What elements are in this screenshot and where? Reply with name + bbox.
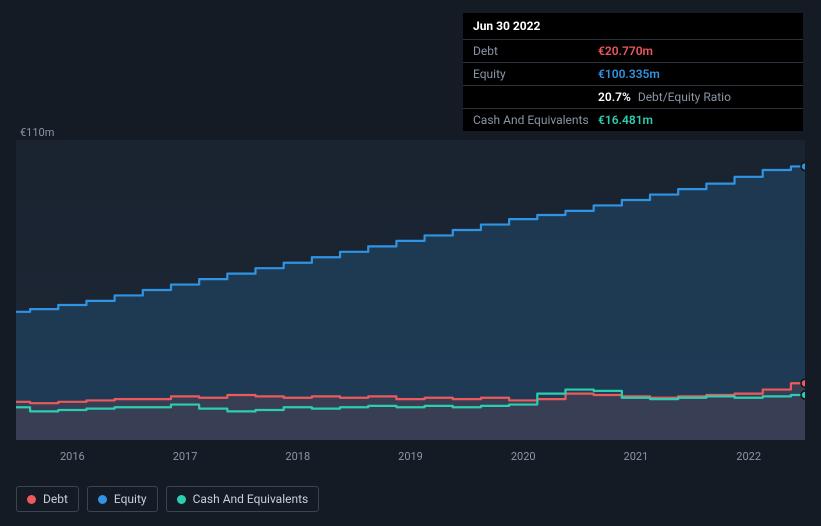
legend-swatch (177, 495, 186, 504)
legend-label: Equity (114, 492, 147, 506)
legend-swatch (27, 495, 36, 504)
tooltip-label: Equity (473, 67, 598, 81)
tooltip-row: Debt€20.770m (463, 40, 803, 63)
x-axis: 2016 2017 2018 2019 2020 2021 2022 (16, 450, 805, 470)
legend-item-debt[interactable]: Debt (16, 486, 79, 512)
chart-svg (16, 140, 805, 440)
legend: Debt Equity Cash And Equivalents (16, 486, 319, 512)
y-tick-max: €110m (20, 126, 54, 139)
legend-label: Cash And Equivalents (193, 492, 309, 506)
tooltip-value: €100.335m (598, 67, 660, 81)
tooltip-row: Cash And Equivalents€16.481m (463, 109, 803, 131)
legend-item-cash-and-equivalents[interactable]: Cash And Equivalents (166, 486, 320, 512)
x-tick: 2021 (624, 450, 649, 463)
tooltip-row: 20.7% Debt/Equity Ratio (463, 86, 803, 109)
legend-label: Debt (43, 492, 68, 506)
x-tick: 2020 (511, 450, 536, 463)
x-tick: 2019 (398, 450, 423, 463)
chart-tooltip: Jun 30 2022 Debt€20.770mEquity€100.335m2… (463, 13, 803, 131)
x-tick: 2016 (60, 450, 85, 463)
tooltip-label: Debt (473, 44, 598, 58)
tooltip-date: Jun 30 2022 (463, 13, 803, 40)
tooltip-label (473, 90, 598, 104)
tooltip-value: €16.481m (598, 113, 653, 127)
x-tick: 2022 (736, 450, 761, 463)
x-tick: 2018 (285, 450, 310, 463)
tooltip-value: 20.7% Debt/Equity Ratio (598, 90, 731, 104)
tooltip-label: Cash And Equivalents (473, 113, 598, 127)
tooltip-row: Equity€100.335m (463, 63, 803, 86)
x-tick: 2017 (173, 450, 198, 463)
tooltip-value: €20.770m (598, 44, 653, 58)
legend-swatch (98, 495, 107, 504)
legend-item-equity[interactable]: Equity (87, 486, 158, 512)
chart-area[interactable] (16, 140, 805, 440)
